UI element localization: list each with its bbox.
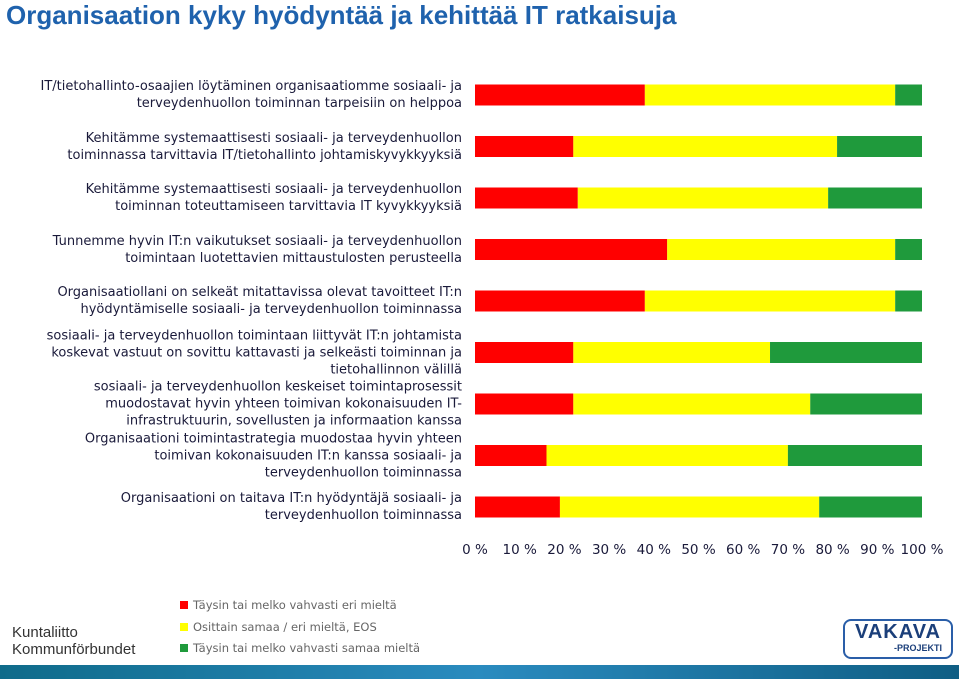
bar-segment — [895, 84, 922, 106]
category-label: Organisaationi on taitava IT:n hyödyntäj… — [120, 491, 462, 523]
legend-label: Osittain samaa / eri mieltä, EOS — [193, 619, 377, 634]
bar-segment — [787, 445, 922, 466]
category-label: Tunnemme hyvin IT:n vaikutukset sosiaali… — [52, 233, 462, 266]
logo-text: Kommunförbundet — [12, 641, 136, 658]
category-label: Organisaatiollani on selkeät mitattaviss… — [57, 285, 462, 317]
logo-text: Kuntaliitto — [12, 624, 78, 641]
bar-segment — [475, 290, 645, 312]
category-label: IT/tietohallinto-osaajien löytäminen org… — [40, 79, 462, 111]
legend-swatch — [180, 601, 188, 609]
bar-segment — [770, 342, 922, 363]
category-label: sosiaali- ja terveydenhuollon toimintaan… — [46, 328, 462, 377]
legend-swatch — [180, 644, 188, 652]
bar-segment — [475, 393, 574, 415]
bar-segment — [475, 84, 645, 106]
bar-segment — [644, 84, 896, 106]
chart-title: Organisaation kyky hyödyntää ja kehittää… — [6, 0, 677, 30]
bar-segment — [895, 290, 922, 312]
logo-text: VAKAVA — [855, 621, 941, 643]
category-label: sosiaali- ja terveydenhuollon keskeiset … — [93, 379, 462, 429]
x-tick-label: 80 % — [815, 542, 850, 558]
logo-left: Kuntaliitto Kommunförbundet — [12, 624, 135, 658]
bar-segment — [644, 290, 896, 312]
bar-segment — [577, 187, 829, 209]
bar-segment — [573, 342, 771, 363]
bar-segment — [895, 239, 922, 260]
x-tick-label: 0 % — [462, 542, 488, 558]
bar-segment — [837, 136, 922, 157]
x-tick-label: 20 % — [547, 542, 582, 558]
bar-segment — [828, 187, 922, 209]
bar-segment — [819, 496, 922, 518]
legend-swatch — [180, 622, 188, 631]
bar-segment — [475, 187, 578, 209]
bar-segment — [573, 136, 838, 157]
footer-strip — [0, 665, 959, 679]
bar-segment — [475, 496, 560, 518]
x-tick-label: 10 % — [502, 542, 537, 558]
bar-segment — [475, 445, 547, 466]
category-label: Kehitämme systemaattisesti sosiaali- ja … — [85, 182, 462, 214]
bar-segment — [667, 239, 896, 260]
x-tick-label: 90 % — [860, 542, 895, 558]
x-tick-label: 60 % — [726, 542, 761, 558]
bar-segment — [573, 393, 811, 415]
legend-label: Täysin tai melko vahvasti samaa mieltä — [193, 641, 421, 655]
x-tick-label: 70 % — [770, 542, 806, 558]
x-tick-label: 50 % — [681, 542, 716, 558]
legend-label: Täysin tai melko vahvasti eri mieltä — [193, 598, 397, 612]
bar-segment — [475, 342, 574, 363]
logo-right: VAKAVA -PROJEKTI — [843, 619, 953, 659]
logo-text: -PROJEKTI — [893, 643, 942, 653]
x-tick-label: 100 % — [900, 542, 944, 558]
x-tick-label: 40 % — [636, 542, 671, 558]
bar-segment — [475, 136, 574, 157]
bar-segment — [810, 393, 922, 415]
bar-segment — [559, 496, 820, 518]
bar-segment — [475, 239, 668, 260]
category-label: Organisaationi toimintastrategia muodost… — [84, 431, 462, 480]
x-tick-label: 30 % — [591, 542, 627, 558]
bar-segment — [546, 445, 788, 466]
category-label: Kehitämme systemaattisesti sosiaali- ja … — [67, 130, 462, 163]
